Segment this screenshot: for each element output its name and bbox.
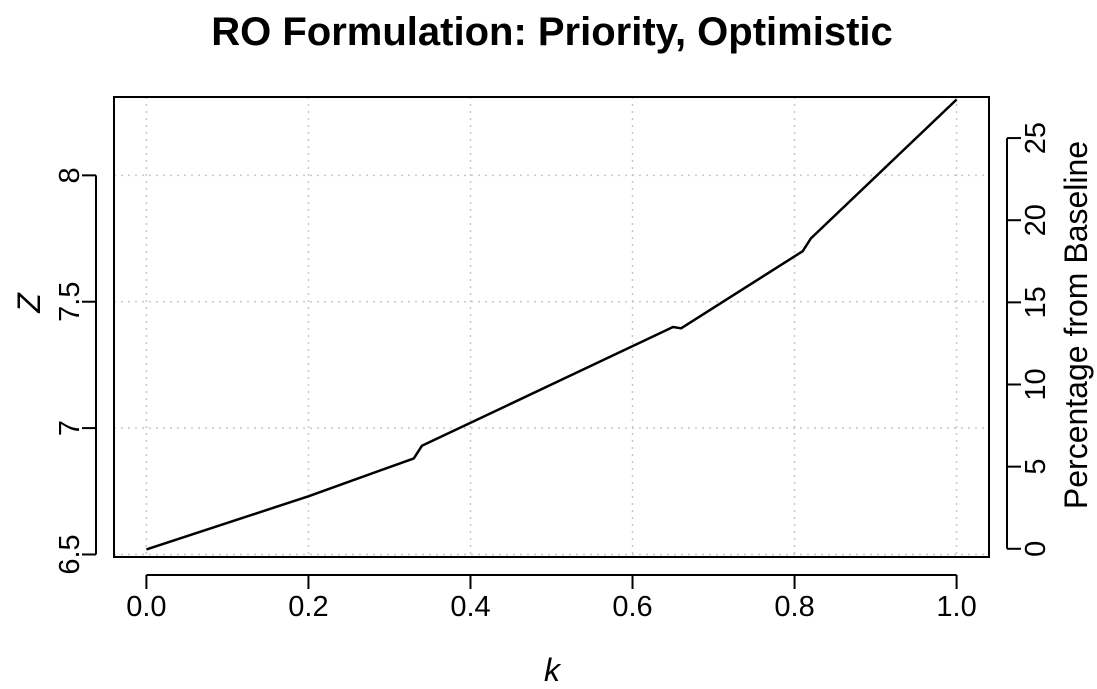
y2-tick-label: 5: [1020, 459, 1052, 475]
y2-tick-label: 10: [1020, 368, 1052, 400]
series-line: [146, 98, 958, 551]
y2-axis-title: Percentage from Baseline: [1058, 141, 1094, 509]
y-tick-label: 7: [54, 420, 86, 436]
axes: 0.0 0.2 0.4 0.6 0.8 1.0 6.5 7 7.5 8 0 5 10 15 20 25: [54, 122, 1052, 623]
grid: [114, 97, 989, 557]
y2-tick-label: 25: [1020, 122, 1052, 154]
x-tick-label: 0.0: [126, 591, 166, 623]
x-tick-label: 0.8: [774, 591, 814, 623]
x-tick-label: 1.0: [936, 591, 976, 623]
y2-tick-label: 20: [1020, 204, 1052, 236]
y-tick-label: 6.5: [54, 534, 86, 574]
plot-frame: [113, 96, 990, 558]
x-axis-title: k: [544, 652, 562, 688]
chart-title: RO Formulation: Priority, Optimistic: [211, 10, 893, 54]
y2-tick-label: 0: [1020, 541, 1052, 557]
x-tick-label: 0.6: [612, 591, 652, 623]
x-tick-label: 0.4: [450, 591, 490, 623]
x-tick-label: 0.2: [288, 591, 328, 623]
y-axis-title: Z: [11, 292, 47, 314]
y-tick-label: 8: [54, 167, 86, 183]
y-tick-label: 7.5: [54, 282, 86, 322]
series-layer: [146, 98, 958, 551]
y2-tick-label: 15: [1020, 286, 1052, 318]
